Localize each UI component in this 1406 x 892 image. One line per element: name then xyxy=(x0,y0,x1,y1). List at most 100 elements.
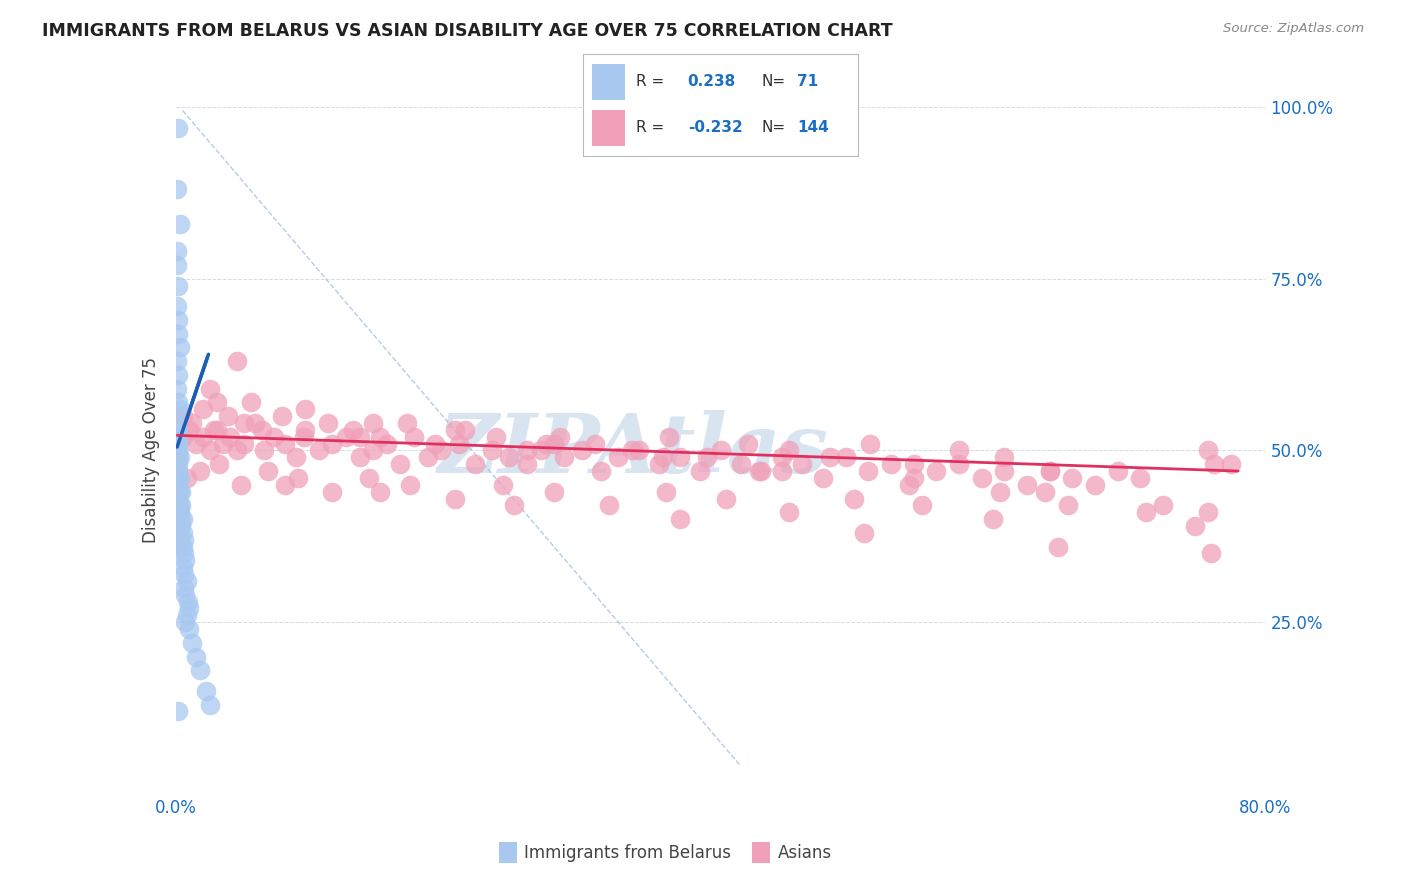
Point xyxy=(166,457,188,471)
Point xyxy=(170,540,193,554)
Point xyxy=(174,588,197,602)
Point xyxy=(689,464,711,478)
Point xyxy=(349,430,371,444)
Point xyxy=(167,525,190,540)
Point xyxy=(166,416,188,430)
Point xyxy=(730,457,752,471)
Point xyxy=(274,436,297,450)
Point xyxy=(172,430,194,444)
Point xyxy=(502,499,524,513)
Point xyxy=(169,450,191,465)
Point xyxy=(1197,443,1219,458)
Point xyxy=(710,443,733,458)
Point xyxy=(342,423,364,437)
Point xyxy=(169,340,191,354)
Point xyxy=(430,443,453,458)
Point xyxy=(396,416,419,430)
Point xyxy=(198,382,221,396)
Point xyxy=(751,464,773,478)
Point xyxy=(167,368,190,382)
Point xyxy=(778,505,800,519)
Point xyxy=(778,443,800,458)
Point xyxy=(607,450,630,465)
Point xyxy=(167,443,190,458)
Point xyxy=(835,450,858,465)
Point xyxy=(1184,519,1206,533)
Point xyxy=(166,182,188,196)
Point xyxy=(1039,464,1062,478)
Point xyxy=(748,464,770,478)
Point xyxy=(169,533,191,547)
Point xyxy=(166,244,188,259)
Point xyxy=(284,450,307,465)
Point xyxy=(498,450,520,465)
Point xyxy=(1039,464,1062,478)
Point xyxy=(852,525,875,540)
Point xyxy=(655,484,678,499)
Point xyxy=(167,278,190,293)
Point xyxy=(1060,471,1083,485)
Point xyxy=(948,457,970,471)
Point xyxy=(167,326,190,341)
Point xyxy=(530,443,553,458)
Point xyxy=(553,450,575,465)
Text: IMMIGRANTS FROM BELARUS VS ASIAN DISABILITY AGE OVER 75 CORRELATION CHART: IMMIGRANTS FROM BELARUS VS ASIAN DISABIL… xyxy=(42,22,893,40)
Point xyxy=(166,484,188,499)
Point xyxy=(368,430,391,444)
Point xyxy=(239,395,262,409)
Point xyxy=(658,430,681,444)
Point xyxy=(167,423,190,437)
Point xyxy=(166,258,188,272)
Point xyxy=(668,512,690,526)
Point xyxy=(170,512,193,526)
Point xyxy=(194,683,217,698)
Point xyxy=(232,436,254,450)
Point xyxy=(166,436,188,450)
Point xyxy=(368,484,391,499)
Point xyxy=(903,471,925,485)
Point xyxy=(318,416,340,430)
Point xyxy=(176,608,198,623)
Point xyxy=(186,649,208,664)
Point xyxy=(903,457,925,471)
Point xyxy=(263,430,285,444)
Point xyxy=(548,430,571,444)
Point xyxy=(167,478,190,492)
Point xyxy=(842,491,865,506)
Point xyxy=(492,478,515,492)
Point xyxy=(416,450,439,465)
Point xyxy=(202,423,225,437)
Point xyxy=(167,450,190,465)
Text: -0.232: -0.232 xyxy=(688,120,742,135)
Point xyxy=(287,471,309,485)
Point xyxy=(198,443,221,458)
Point xyxy=(292,430,315,444)
Point xyxy=(172,540,194,554)
Point xyxy=(253,443,276,458)
Point xyxy=(627,443,650,458)
Point xyxy=(172,512,194,526)
Point xyxy=(173,567,195,582)
Point xyxy=(166,464,188,478)
Point xyxy=(169,484,191,499)
Point xyxy=(308,443,330,458)
Point xyxy=(166,354,188,368)
Point xyxy=(173,533,195,547)
Point xyxy=(294,423,316,437)
Point xyxy=(172,409,194,423)
Bar xyxy=(592,110,624,145)
Point xyxy=(191,402,214,417)
Point xyxy=(167,471,190,485)
Point xyxy=(543,436,565,450)
Point xyxy=(181,636,204,650)
Point xyxy=(714,491,737,506)
Point xyxy=(169,471,191,485)
Point xyxy=(219,430,242,444)
Point xyxy=(177,594,200,608)
Point xyxy=(375,436,398,450)
Point xyxy=(167,505,190,519)
Point xyxy=(349,450,371,465)
Point xyxy=(321,484,343,499)
Point xyxy=(169,217,191,231)
Point xyxy=(948,443,970,458)
